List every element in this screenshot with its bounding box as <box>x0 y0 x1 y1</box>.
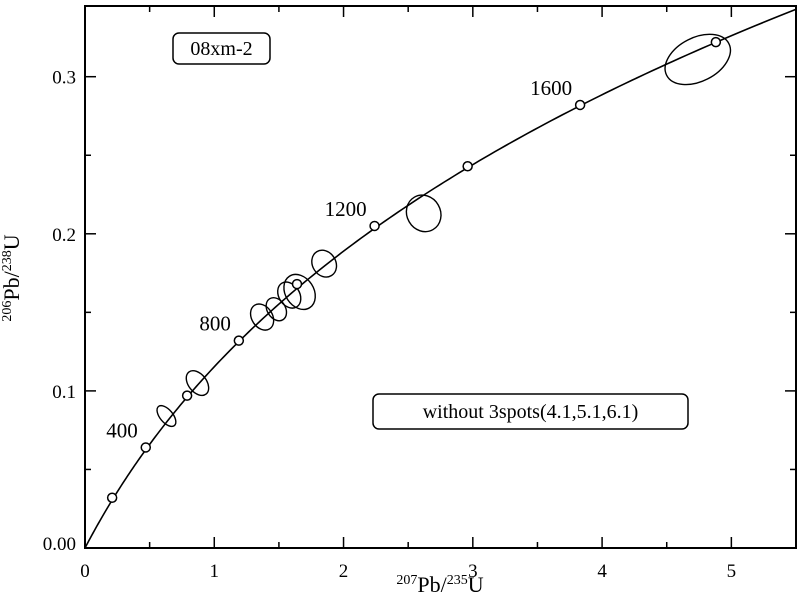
concordia-marker <box>710 36 722 48</box>
note-label: without 3spots(4.1,5.1,6.1) <box>423 401 639 423</box>
sample-label-frame <box>172 32 271 65</box>
y-tick-label: 0.1 <box>52 382 76 403</box>
note-frame <box>372 393 689 430</box>
error-ellipse <box>405 194 442 233</box>
x-tick-label: 3 <box>468 561 478 582</box>
age-label: 800 <box>199 312 231 336</box>
age-label: 1600 <box>530 76 572 100</box>
axis-ticks <box>84 6 796 549</box>
concordia-marker <box>181 390 193 401</box>
x-axis-title-base2: U <box>468 572 484 597</box>
concordia-marker <box>574 99 586 111</box>
concordia-marker <box>369 220 380 232</box>
x-axis-title-sup2: 235 <box>447 573 468 588</box>
concordia-marker <box>291 278 303 290</box>
concordia-age-markers <box>106 36 722 503</box>
axis-tick-labels: 0 1 2 3 4 5 0.00 0.1 0.2 0.3 <box>43 68 736 582</box>
error-ellipse <box>283 273 316 311</box>
y-axis-title-sup2: 238 <box>0 250 15 271</box>
note-box: without 3spots(4.1,5.1,6.1) <box>372 393 689 430</box>
y-tick-label: 0.2 <box>52 225 76 246</box>
x-tick-label: 1 <box>210 561 220 582</box>
sample-label: 08xm-2 <box>190 38 252 60</box>
y-axis-title-base1: Pb/ <box>0 270 24 300</box>
error-ellipse <box>156 404 177 428</box>
x-tick-label: 0 <box>80 561 90 582</box>
x-axis-title: 207Pb/235U <box>396 572 483 597</box>
concordia-marker <box>462 160 473 172</box>
x-tick-label: 5 <box>727 561 737 582</box>
x-tick-label: 4 <box>597 561 607 582</box>
x-axis-title-base1: Pb/ <box>417 572 447 597</box>
error-ellipse <box>185 369 210 397</box>
y-tick-label: 0.00 <box>43 534 76 555</box>
concordia-marker <box>233 335 245 346</box>
x-tick-label: 2 <box>339 561 349 582</box>
concordia-marker <box>106 492 118 503</box>
age-label: 1200 <box>325 197 367 221</box>
plot-frame <box>84 5 797 549</box>
y-axis-title-base2: U <box>0 234 24 250</box>
error-ellipse <box>664 33 732 86</box>
error-ellipses <box>156 33 732 428</box>
error-ellipse <box>311 249 338 278</box>
concordia-curve <box>84 8 797 549</box>
y-axis-title-sup1: 206 <box>0 301 15 322</box>
sample-label-box: 08xm-2 <box>172 32 271 65</box>
error-ellipse <box>277 281 302 309</box>
error-ellipse <box>249 303 275 331</box>
x-axis-title-sup1: 207 <box>396 573 417 588</box>
y-axis-title: 206Pb/238U <box>0 234 24 321</box>
age-label: 400 <box>106 418 138 442</box>
concordia-marker <box>140 442 152 453</box>
y-tick-label: 0.3 <box>52 68 76 89</box>
concordia-age-labels: 400 800 1200 1600 <box>106 76 572 442</box>
